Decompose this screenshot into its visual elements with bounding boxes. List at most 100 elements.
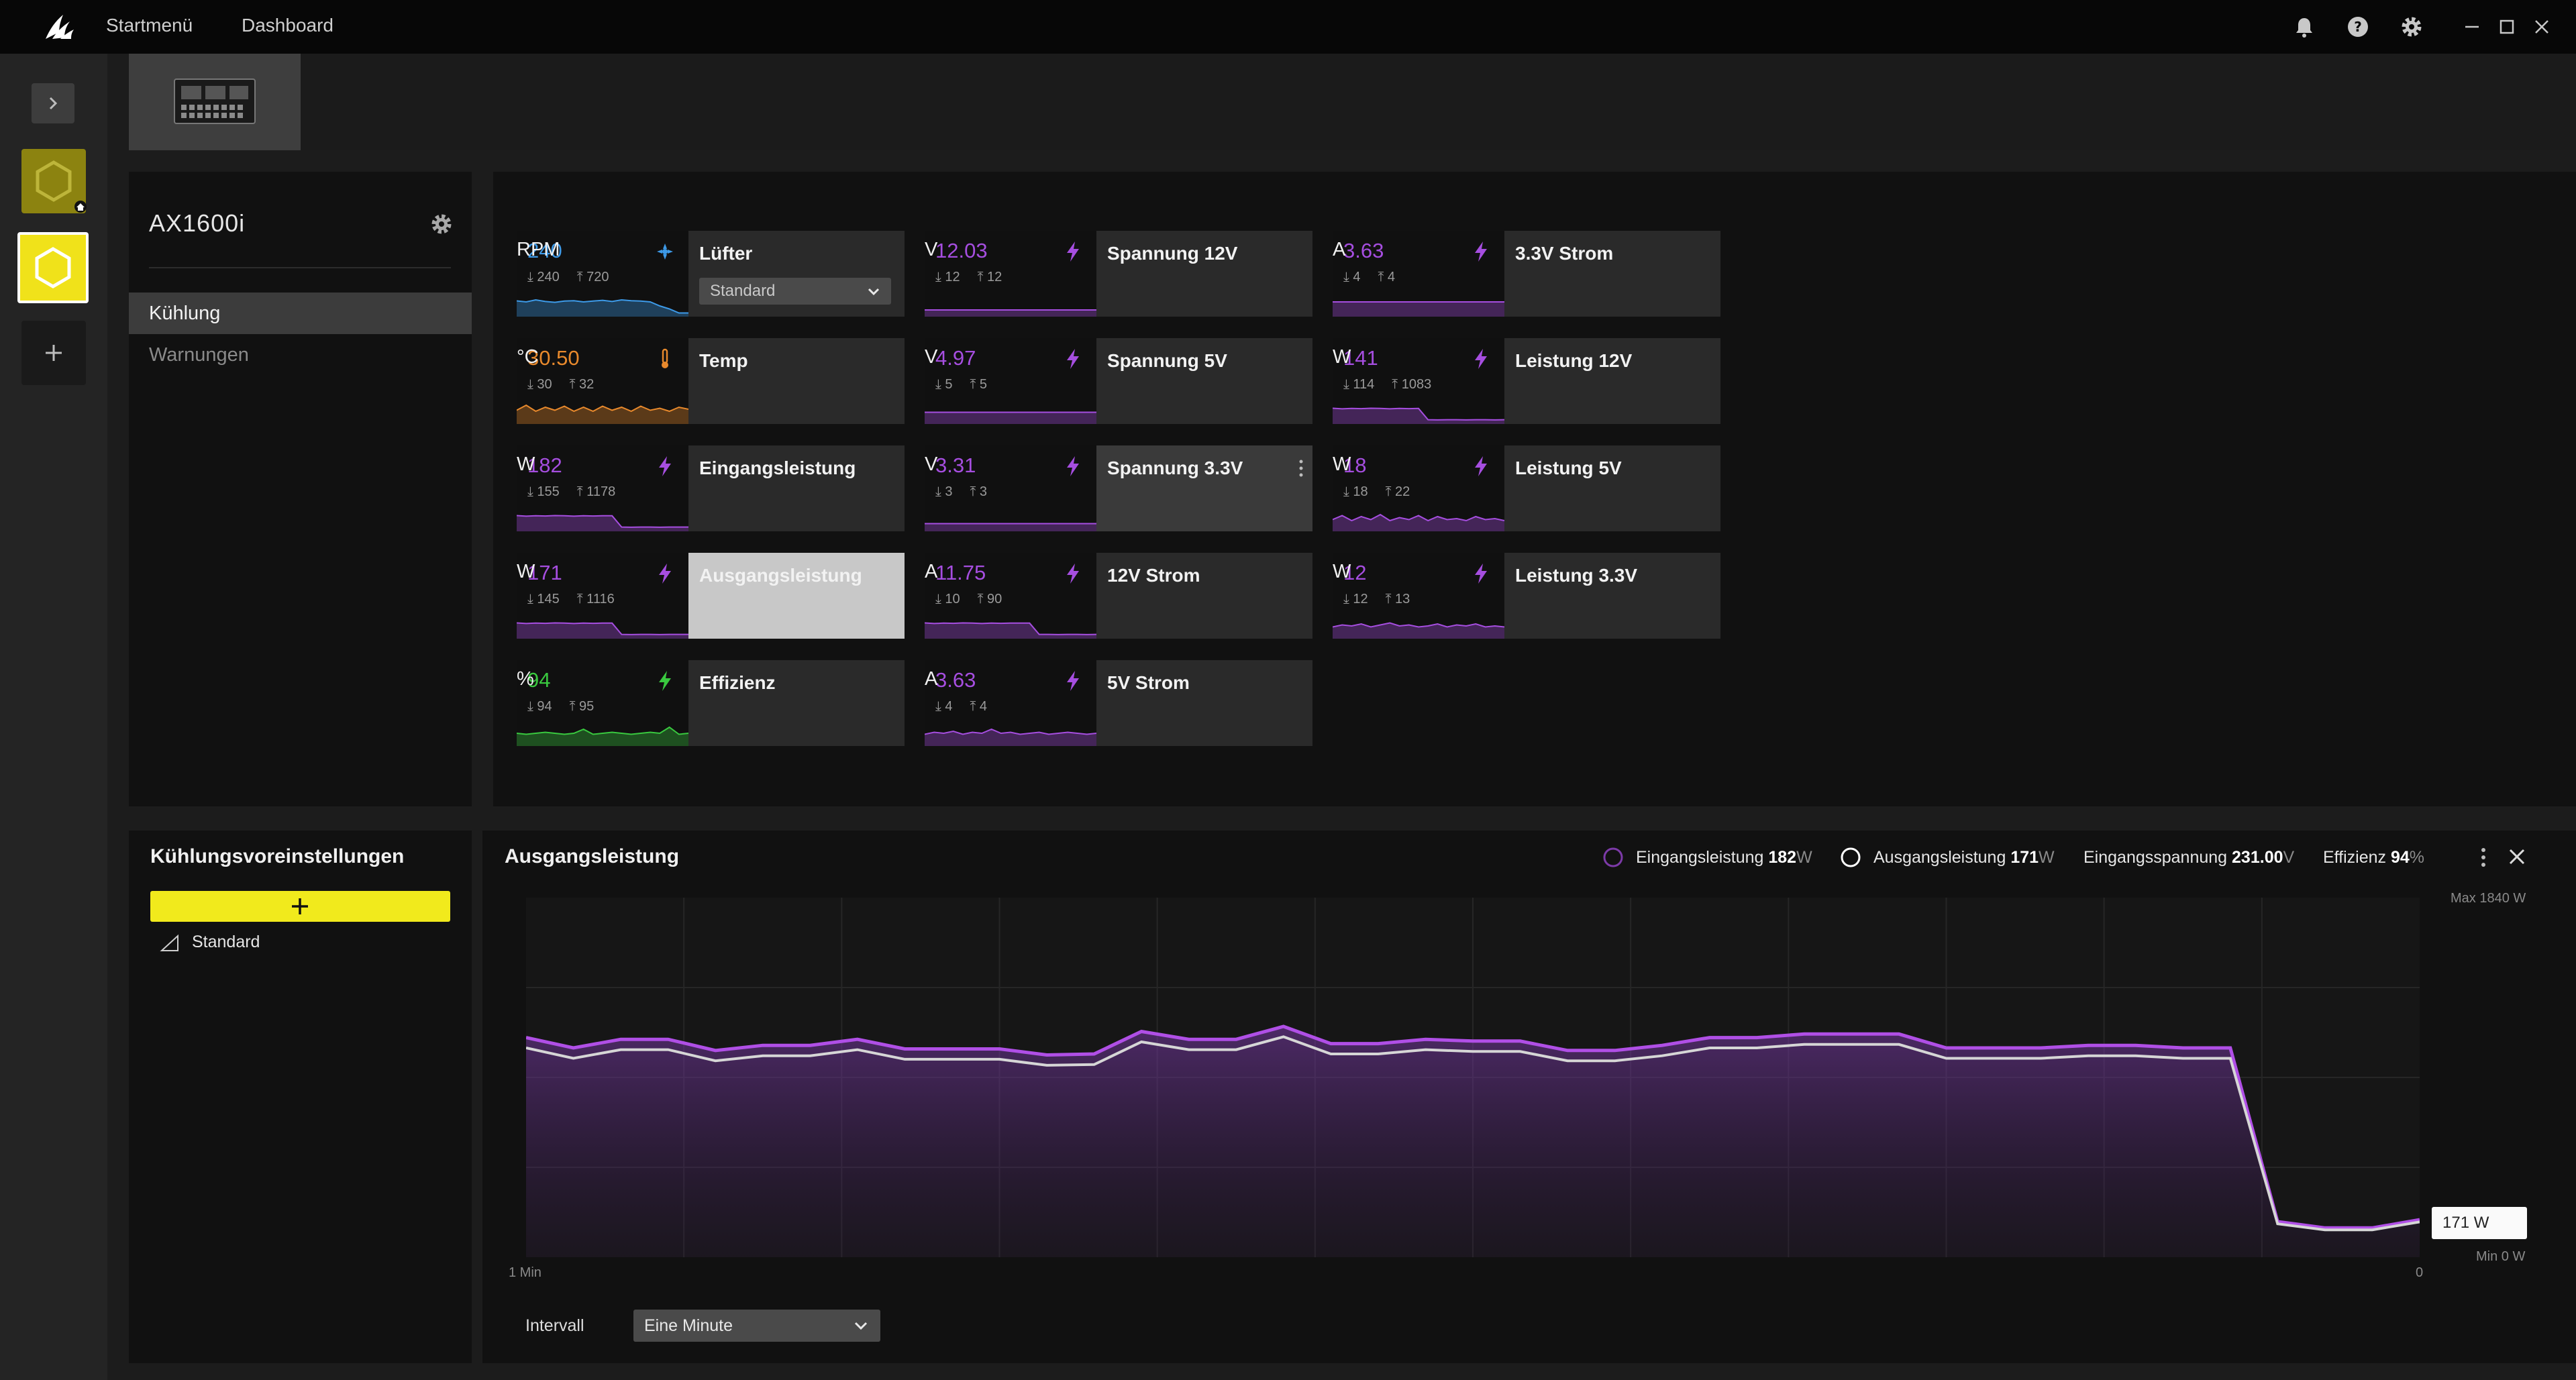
presets-title: Kühlungsvoreinstellungen: [150, 845, 405, 867]
add-preset-button[interactable]: [150, 891, 450, 922]
bolt-icon: [1067, 564, 1079, 584]
device-tile-hub[interactable]: [21, 149, 87, 213]
sensor-value: 3.31: [935, 454, 976, 477]
sensor-sparkline: [517, 299, 688, 317]
add-device-button[interactable]: [21, 321, 86, 385]
sensor-value: 141: [1343, 346, 1378, 370]
minimize-icon[interactable]: [2461, 16, 2483, 38]
sensor-unit: A: [925, 668, 938, 690]
gear-icon[interactable]: [2400, 15, 2424, 39]
sensor-card-l-fter[interactable]: 240 RPM ⤓ 240 ⤒ 720 Lüfter Standard: [517, 231, 905, 317]
min-label: ⤓ 5: [935, 377, 953, 392]
max-label: ⤒ 1116: [576, 592, 615, 606]
help-icon[interactable]: ?: [2346, 15, 2370, 39]
sparkline-fill: [517, 727, 688, 746]
sensor-card-leistung-3-3v[interactable]: 12 W ⤓ 12 ⤒ 13 Leistung 3.3V: [1333, 553, 1720, 639]
sensor-card-5v-strom[interactable]: 3.63 A ⤓ 4 ⤒ 4 5V Strom: [925, 660, 1312, 746]
min-label: ⤓ 240: [527, 270, 560, 284]
sensor-card-spannung-12v[interactable]: 12.03 V ⤓ 12 ⤒ 12 Spannung 12V: [925, 231, 1312, 317]
sensor-value: 12.03: [935, 239, 988, 262]
sensor-value: 30.50: [527, 346, 580, 370]
sensor-card-leistung-5v[interactable]: 18 W ⤓ 18 ⤒ 22 Leistung 5V: [1333, 445, 1720, 531]
sensor-card-12v-strom[interactable]: 11.75 A ⤓ 10 ⤒ 90 12V Strom: [925, 553, 1312, 639]
sensor-unit: V: [925, 239, 938, 260]
sparkline-fill: [517, 300, 688, 317]
sparkline-fill: [517, 623, 688, 639]
sensor-min-max: ⤓ 155 ⤒ 1178: [527, 484, 633, 500]
bolt-icon: [1067, 242, 1079, 262]
sensor-label: Effizienz: [699, 672, 776, 693]
max-label: ⤒ 4: [970, 699, 988, 714]
sensor-readout: 30.50 °C ⤓ 30 ⤒ 32: [517, 338, 688, 424]
sensor-readout: 94% ⤓ 94 ⤒ 95: [517, 660, 688, 746]
close-graph-icon[interactable]: [2507, 847, 2527, 867]
sensor-value: 4.97: [935, 346, 976, 370]
sparkline-line: [517, 515, 688, 528]
sensor-card-temp[interactable]: 30.50 °C ⤓ 30 ⤒ 32 Temp: [517, 338, 905, 424]
close-window-icon[interactable]: [2531, 16, 2553, 38]
legend-value: 231.00: [2232, 848, 2283, 867]
sensor-card-eingangsleistung[interactable]: 182 W ⤓ 155 ⤒ 1178 Eingangsleistung: [517, 445, 905, 531]
sensor-readout: 4.97 V ⤓ 5 ⤒ 5: [925, 338, 1096, 424]
sparkline-line: [1333, 622, 1504, 628]
sensor-card-ausgangsleistung[interactable]: 171 W ⤓ 145 ⤒ 1116 Ausgangsleistung: [517, 553, 905, 639]
sensor-value: 3.63: [1343, 239, 1384, 262]
sensor-unit: %: [517, 668, 534, 690]
bolt-icon: [1067, 456, 1079, 476]
sensor-card-effizienz[interactable]: 94% ⤓ 94 ⤒ 95 Effizienz: [517, 660, 905, 746]
sparkline-fill: [925, 623, 1096, 639]
more-options-icon[interactable]: [2479, 845, 2488, 869]
sparkline-line: [517, 299, 688, 314]
max-label: ⤒ 3: [970, 484, 988, 499]
device-strip: [127, 54, 2576, 150]
sensor-unit: V: [925, 454, 938, 475]
sensor-card-3-3v-strom[interactable]: 3.63 A ⤓ 4 ⤒ 4 3.3V Strom: [1333, 231, 1720, 317]
sensor-sparkline: [925, 309, 1096, 317]
expand-rail-button[interactable]: [32, 83, 74, 123]
interval-dropdown[interactable]: Eine Minute: [633, 1310, 880, 1342]
device-tile-ax1600i[interactable]: [17, 232, 89, 303]
hexagon-icon: [36, 160, 72, 202]
min-label: ⤓ 12: [1343, 592, 1368, 606]
power-chart[interactable]: [526, 898, 2420, 1257]
bolt-icon: [659, 564, 671, 584]
sensor-card-leistung-12v[interactable]: 141 W ⤓ 114 ⤒ 1083 Leistung 12V: [1333, 338, 1720, 424]
sensor-sparkline: [517, 404, 688, 424]
curve-preset-icon: [160, 934, 178, 951]
sensor-label: Leistung 12V: [1515, 350, 1633, 371]
sensor-card-spannung-3-3v[interactable]: 3.31 V ⤓ 3 ⤒ 3 Spannung 3.3V: [925, 445, 1312, 531]
y-min-label: Min 0 W: [2476, 1249, 2526, 1264]
legend-unit: V: [2283, 848, 2295, 867]
bolt-icon: [659, 671, 671, 691]
sensor-min-max: ⤓ 12 ⤒ 13: [1343, 592, 1427, 607]
home-icon: [74, 201, 87, 213]
nav-item-kuehlung[interactable]: Kühlung: [129, 293, 472, 334]
bell-icon[interactable]: [2292, 15, 2316, 39]
device-thumbnail-tab[interactable]: [129, 54, 301, 150]
fan-mode-dropdown[interactable]: Standard: [699, 278, 891, 305]
more-options-icon[interactable]: [1298, 458, 1304, 480]
sensor-min-max: ⤓ 4 ⤒ 4: [935, 699, 1004, 714]
sparkline-fill: [1333, 515, 1504, 531]
nav-item-warnungen[interactable]: Warnungen: [149, 344, 249, 366]
sensor-card-spannung-5v[interactable]: 4.97 V ⤓ 5 ⤒ 5 Spannung 5V: [925, 338, 1312, 424]
series-line-eingangsleistung: [526, 1024, 2420, 1230]
max-label: ⤒ 1083: [1392, 377, 1432, 392]
maximize-icon[interactable]: [2496, 16, 2518, 38]
sensor-min-max: ⤓ 240 ⤒ 720: [527, 270, 627, 285]
sparkline-fill: [925, 412, 1096, 424]
sensor-label: Lüfter: [699, 243, 753, 264]
bolt-icon: [1067, 671, 1079, 691]
psu-device-image: [174, 78, 256, 124]
sparkline-line: [1333, 513, 1504, 522]
min-label: ⤓ 10: [935, 592, 960, 606]
interval-label: Intervall: [525, 1316, 584, 1335]
device-settings-gear-icon[interactable]: [429, 212, 454, 236]
plus-icon: [46, 345, 62, 361]
sensor-min-max: ⤓ 145 ⤒ 1116: [527, 592, 632, 607]
sensor-min-max: ⤓ 4 ⤒ 4: [1343, 270, 1412, 285]
nav-startmenu[interactable]: Startmenü: [106, 15, 193, 36]
chevron-down-icon: [868, 288, 880, 296]
sensor-value: 171: [527, 561, 562, 584]
nav-dashboard[interactable]: Dashboard: [242, 15, 333, 36]
